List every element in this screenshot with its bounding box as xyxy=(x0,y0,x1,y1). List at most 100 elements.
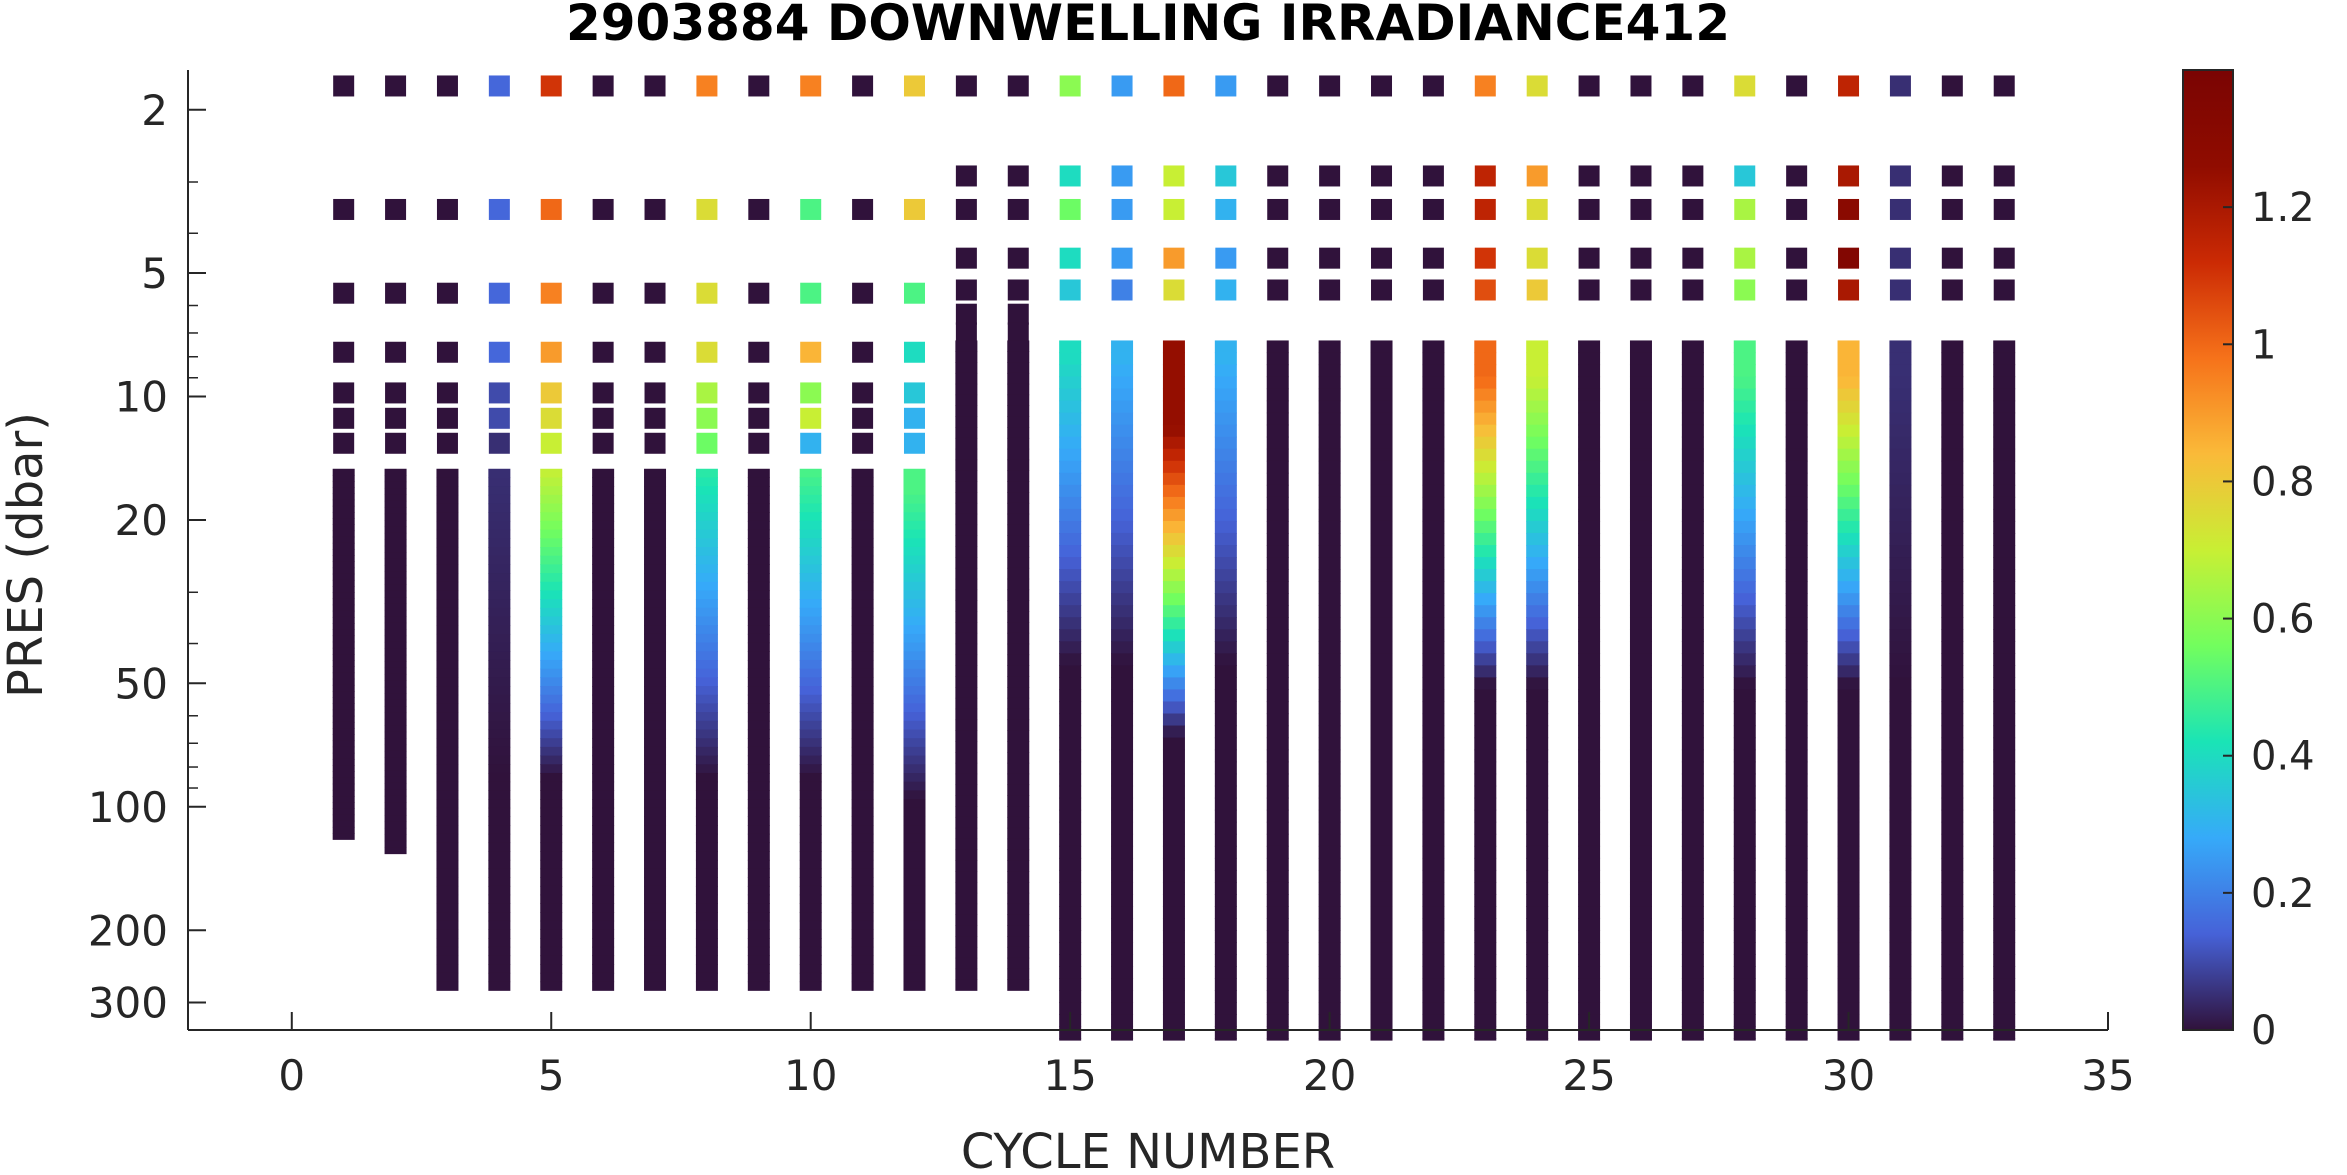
profile-segment xyxy=(1785,364,1808,378)
profile-segment xyxy=(1318,701,1341,715)
profile-segment xyxy=(1370,990,1393,1003)
profile-segment xyxy=(1007,340,1030,352)
profile-segment xyxy=(1111,857,1134,871)
profile-segment xyxy=(1162,677,1185,691)
profile-segment xyxy=(1993,737,2016,751)
profile-segment xyxy=(1111,520,1134,534)
profile-segment xyxy=(747,964,770,974)
profile-segment xyxy=(332,709,355,717)
profile-segment xyxy=(747,616,770,626)
profile-segment xyxy=(1370,773,1393,787)
profile-segment xyxy=(1474,881,1497,895)
profile-segment xyxy=(332,715,355,723)
profile-segment xyxy=(799,494,822,505)
profile-segment xyxy=(1941,653,1964,666)
profile-segment xyxy=(747,807,770,818)
profile-segment xyxy=(1733,954,1756,967)
profile-segment xyxy=(1007,372,1030,385)
profile-segment xyxy=(540,642,563,652)
profile-segment xyxy=(1266,496,1289,510)
profile-segment xyxy=(1733,918,1756,931)
profile-segment xyxy=(1214,641,1237,654)
sample-point xyxy=(644,198,666,220)
profile-segment xyxy=(1059,472,1082,486)
profile-segment xyxy=(592,703,615,713)
profile-segment xyxy=(540,912,563,922)
profile-segment xyxy=(644,486,667,496)
profile-segment xyxy=(747,581,770,592)
profile-segment xyxy=(1214,364,1237,378)
profile-segment xyxy=(1837,749,1860,763)
profile-segment xyxy=(1162,737,1185,751)
profile-segment xyxy=(1266,593,1289,606)
sample-point xyxy=(852,432,874,454)
profile-segment xyxy=(1837,581,1860,594)
profile-segment xyxy=(1681,460,1704,474)
profile-segment xyxy=(1422,713,1445,727)
profile-segment xyxy=(955,535,978,547)
x-tick-label: 25 xyxy=(1562,1051,1615,1100)
sample-point xyxy=(1422,198,1444,220)
profile-segment xyxy=(1578,448,1601,462)
y-tick-label: 50 xyxy=(115,659,168,708)
profile-segment xyxy=(436,694,459,705)
profile-segment xyxy=(1422,869,1445,883)
sample-point xyxy=(1889,198,1911,220)
profile-segment xyxy=(488,868,511,878)
profile-segment xyxy=(332,666,355,674)
profile-segment xyxy=(695,842,718,852)
profile-segment xyxy=(1526,978,1549,991)
profile-segment xyxy=(644,468,667,479)
profile-segment xyxy=(1214,954,1237,967)
profile-segment xyxy=(1214,496,1237,510)
profile-segment xyxy=(1526,906,1549,919)
sample-point xyxy=(333,341,355,363)
profile-segment xyxy=(1111,352,1134,366)
profile-segment xyxy=(436,912,459,922)
profile-segment xyxy=(384,731,407,739)
profile-segment xyxy=(540,938,563,948)
profile-segment xyxy=(436,920,459,931)
profile-segment xyxy=(1007,957,1030,970)
profile-segment xyxy=(1007,903,1030,916)
profile-segment xyxy=(1785,581,1808,594)
profile-segment xyxy=(1993,1026,2016,1040)
profile-segment xyxy=(384,609,407,617)
profile-segment xyxy=(644,772,667,783)
profile-segment xyxy=(1059,1038,1082,1041)
sample-point xyxy=(1889,165,1911,187)
profile-segment xyxy=(436,573,459,583)
profile-segment xyxy=(1318,400,1341,414)
profile-segment xyxy=(1733,641,1756,654)
profile-segment xyxy=(1785,773,1808,787)
sample-point xyxy=(540,198,562,220)
profile-segment xyxy=(1214,737,1237,751)
profile-segment xyxy=(1681,653,1704,666)
profile-segment xyxy=(1422,448,1445,462)
profile-segment xyxy=(644,538,667,548)
profile-segment xyxy=(1007,622,1030,634)
profile-segment xyxy=(1889,448,1912,462)
profile-segment xyxy=(1785,930,1808,943)
profile-segment xyxy=(1474,954,1497,967)
profile-segment xyxy=(1370,436,1393,450)
profile-segment xyxy=(1889,472,1912,486)
sample-point xyxy=(1267,247,1289,269)
profile-segment xyxy=(1941,869,1964,883)
profile-segment xyxy=(1266,545,1289,558)
profile-segment xyxy=(1837,857,1860,871)
y-tick-label: 10 xyxy=(115,373,168,422)
profile-segment xyxy=(540,625,563,635)
profile-segment xyxy=(695,729,718,739)
profile-segment xyxy=(1162,532,1185,546)
profile-segment xyxy=(851,825,874,835)
profile-segment xyxy=(1214,894,1237,907)
profile-segment xyxy=(799,799,822,809)
profile-segment xyxy=(1681,1026,1704,1040)
profile-segment xyxy=(955,968,978,981)
profile-segment xyxy=(1578,593,1601,606)
profile-segment xyxy=(1785,629,1808,642)
profile-segment xyxy=(488,842,511,852)
profile-segment xyxy=(1111,677,1134,691)
sample-point xyxy=(488,75,510,97)
